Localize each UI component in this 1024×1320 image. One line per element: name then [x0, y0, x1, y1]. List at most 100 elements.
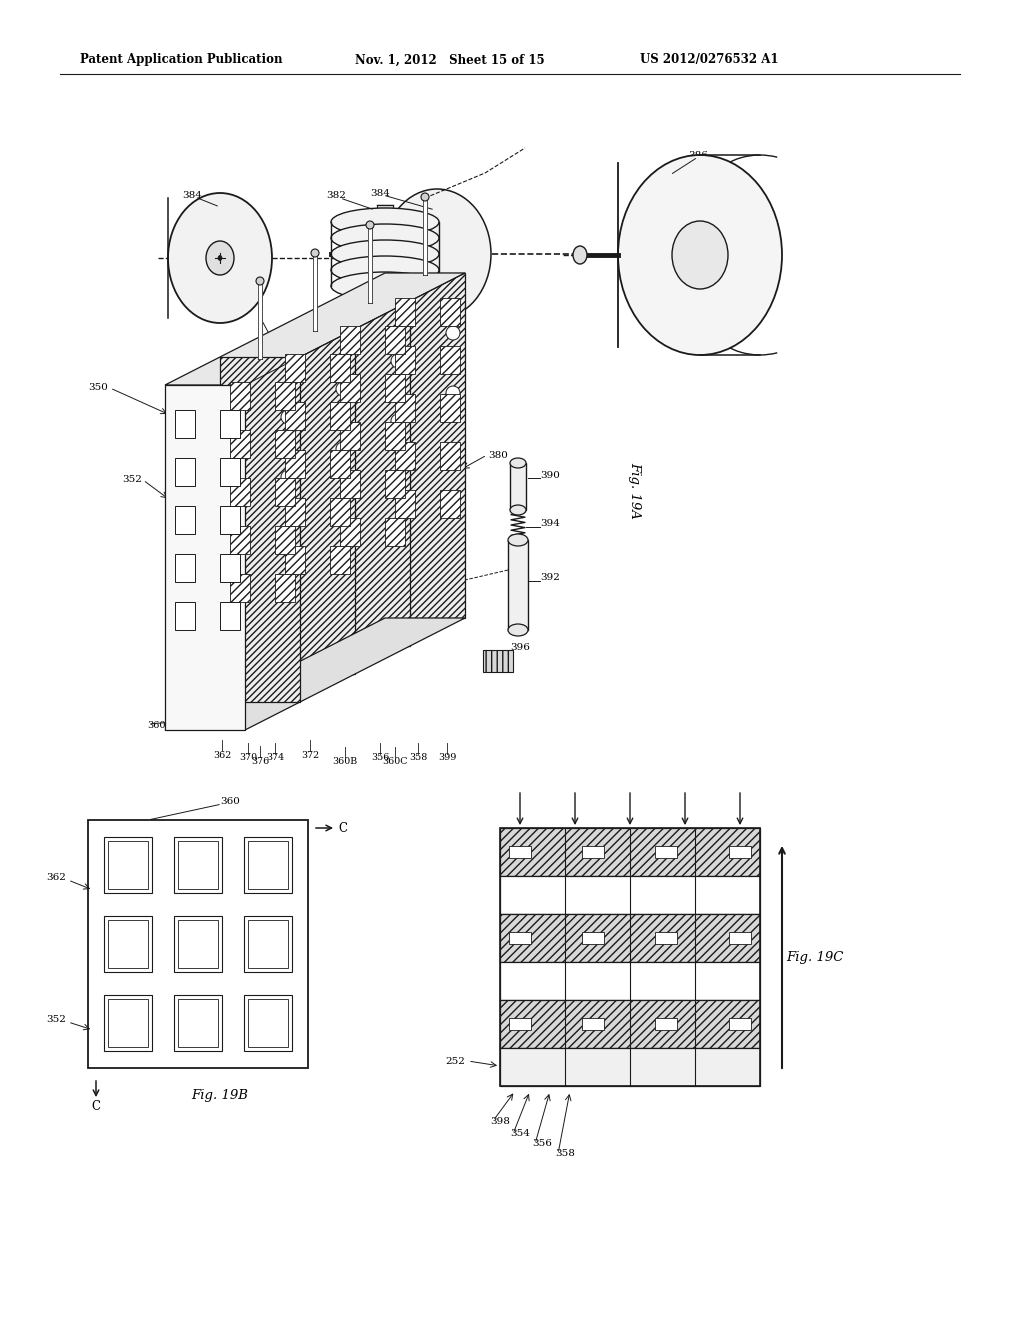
Bar — [174, 995, 222, 1051]
Bar — [220, 458, 240, 486]
Ellipse shape — [618, 154, 782, 355]
Text: 360A: 360A — [147, 721, 172, 730]
Bar — [104, 837, 152, 894]
Bar — [385, 374, 406, 403]
Text: 360B: 360B — [333, 758, 357, 767]
Bar — [385, 517, 406, 546]
Text: Fig. 19C: Fig. 19C — [786, 950, 844, 964]
Text: C: C — [339, 821, 347, 834]
Text: 356: 356 — [371, 754, 389, 763]
Bar — [582, 846, 604, 858]
Text: 382: 382 — [326, 191, 346, 201]
Bar — [248, 841, 288, 888]
Text: 362: 362 — [46, 874, 66, 883]
Text: 360D: 360D — [425, 603, 452, 612]
Ellipse shape — [336, 381, 350, 396]
Text: 372: 372 — [301, 751, 319, 759]
Text: 252: 252 — [445, 1056, 465, 1065]
Bar — [483, 649, 513, 672]
Ellipse shape — [331, 224, 439, 252]
Text: 394: 394 — [540, 520, 560, 528]
Bar — [275, 478, 295, 506]
Bar — [104, 995, 152, 1051]
Bar — [88, 820, 308, 1068]
Polygon shape — [165, 273, 465, 385]
Text: 384: 384 — [182, 190, 202, 199]
Text: Fig. 19B: Fig. 19B — [191, 1089, 249, 1102]
Text: 380: 380 — [488, 450, 508, 459]
Bar — [230, 525, 250, 554]
Bar — [220, 356, 300, 702]
Bar — [230, 430, 250, 458]
Bar — [500, 913, 760, 962]
Text: 358: 358 — [409, 754, 427, 763]
Text: 360C: 360C — [382, 758, 408, 767]
Bar — [395, 490, 415, 517]
Ellipse shape — [256, 277, 264, 285]
Bar — [165, 385, 245, 730]
Bar — [655, 932, 677, 944]
Bar — [330, 403, 350, 430]
Bar — [220, 506, 240, 535]
Ellipse shape — [508, 624, 528, 636]
Ellipse shape — [510, 506, 526, 515]
Bar — [385, 326, 406, 354]
Text: 358: 358 — [555, 1150, 574, 1159]
Text: 392: 392 — [540, 573, 560, 582]
Bar — [510, 463, 526, 510]
Ellipse shape — [421, 193, 429, 201]
Text: 384: 384 — [370, 189, 390, 198]
Ellipse shape — [383, 189, 490, 319]
Bar — [440, 442, 460, 470]
Text: 399: 399 — [438, 754, 456, 763]
Bar — [395, 393, 415, 422]
Bar — [178, 920, 218, 968]
Bar — [508, 540, 528, 630]
Text: US 2012/0276532 A1: US 2012/0276532 A1 — [640, 54, 778, 66]
Bar — [275, 574, 295, 602]
Ellipse shape — [391, 414, 406, 428]
Bar — [244, 995, 292, 1051]
Bar — [330, 354, 350, 381]
Bar — [655, 1018, 677, 1030]
Ellipse shape — [391, 354, 406, 368]
Ellipse shape — [281, 411, 295, 424]
Bar — [729, 1018, 751, 1030]
Bar — [275, 329, 355, 675]
Text: 352: 352 — [46, 1015, 66, 1024]
Bar — [175, 554, 195, 582]
Ellipse shape — [672, 220, 728, 289]
Text: 362: 362 — [213, 751, 231, 759]
Bar — [178, 999, 218, 1047]
Ellipse shape — [573, 246, 587, 264]
Bar — [108, 920, 148, 968]
Bar — [230, 574, 250, 602]
Ellipse shape — [446, 446, 460, 459]
Bar — [330, 301, 410, 645]
Bar — [582, 932, 604, 944]
Bar — [385, 470, 406, 498]
Bar — [285, 546, 305, 574]
Bar — [340, 374, 360, 403]
Bar — [500, 962, 760, 1001]
Bar — [330, 498, 350, 525]
Text: 360: 360 — [220, 797, 240, 807]
Bar — [220, 602, 240, 630]
Text: Nov. 1, 2012   Sheet 15 of 15: Nov. 1, 2012 Sheet 15 of 15 — [355, 54, 545, 66]
Bar — [500, 1048, 760, 1086]
Bar — [500, 1001, 760, 1048]
Bar — [500, 828, 760, 876]
Bar — [729, 932, 751, 944]
Ellipse shape — [510, 458, 526, 469]
Bar — [440, 298, 460, 326]
Ellipse shape — [336, 442, 350, 455]
Ellipse shape — [206, 242, 234, 275]
Text: C: C — [91, 1100, 100, 1113]
Bar — [285, 354, 305, 381]
Bar — [175, 506, 195, 535]
Polygon shape — [165, 618, 465, 730]
Ellipse shape — [446, 385, 460, 400]
Text: 350: 350 — [88, 384, 108, 392]
Ellipse shape — [281, 470, 295, 484]
Bar — [440, 490, 460, 517]
